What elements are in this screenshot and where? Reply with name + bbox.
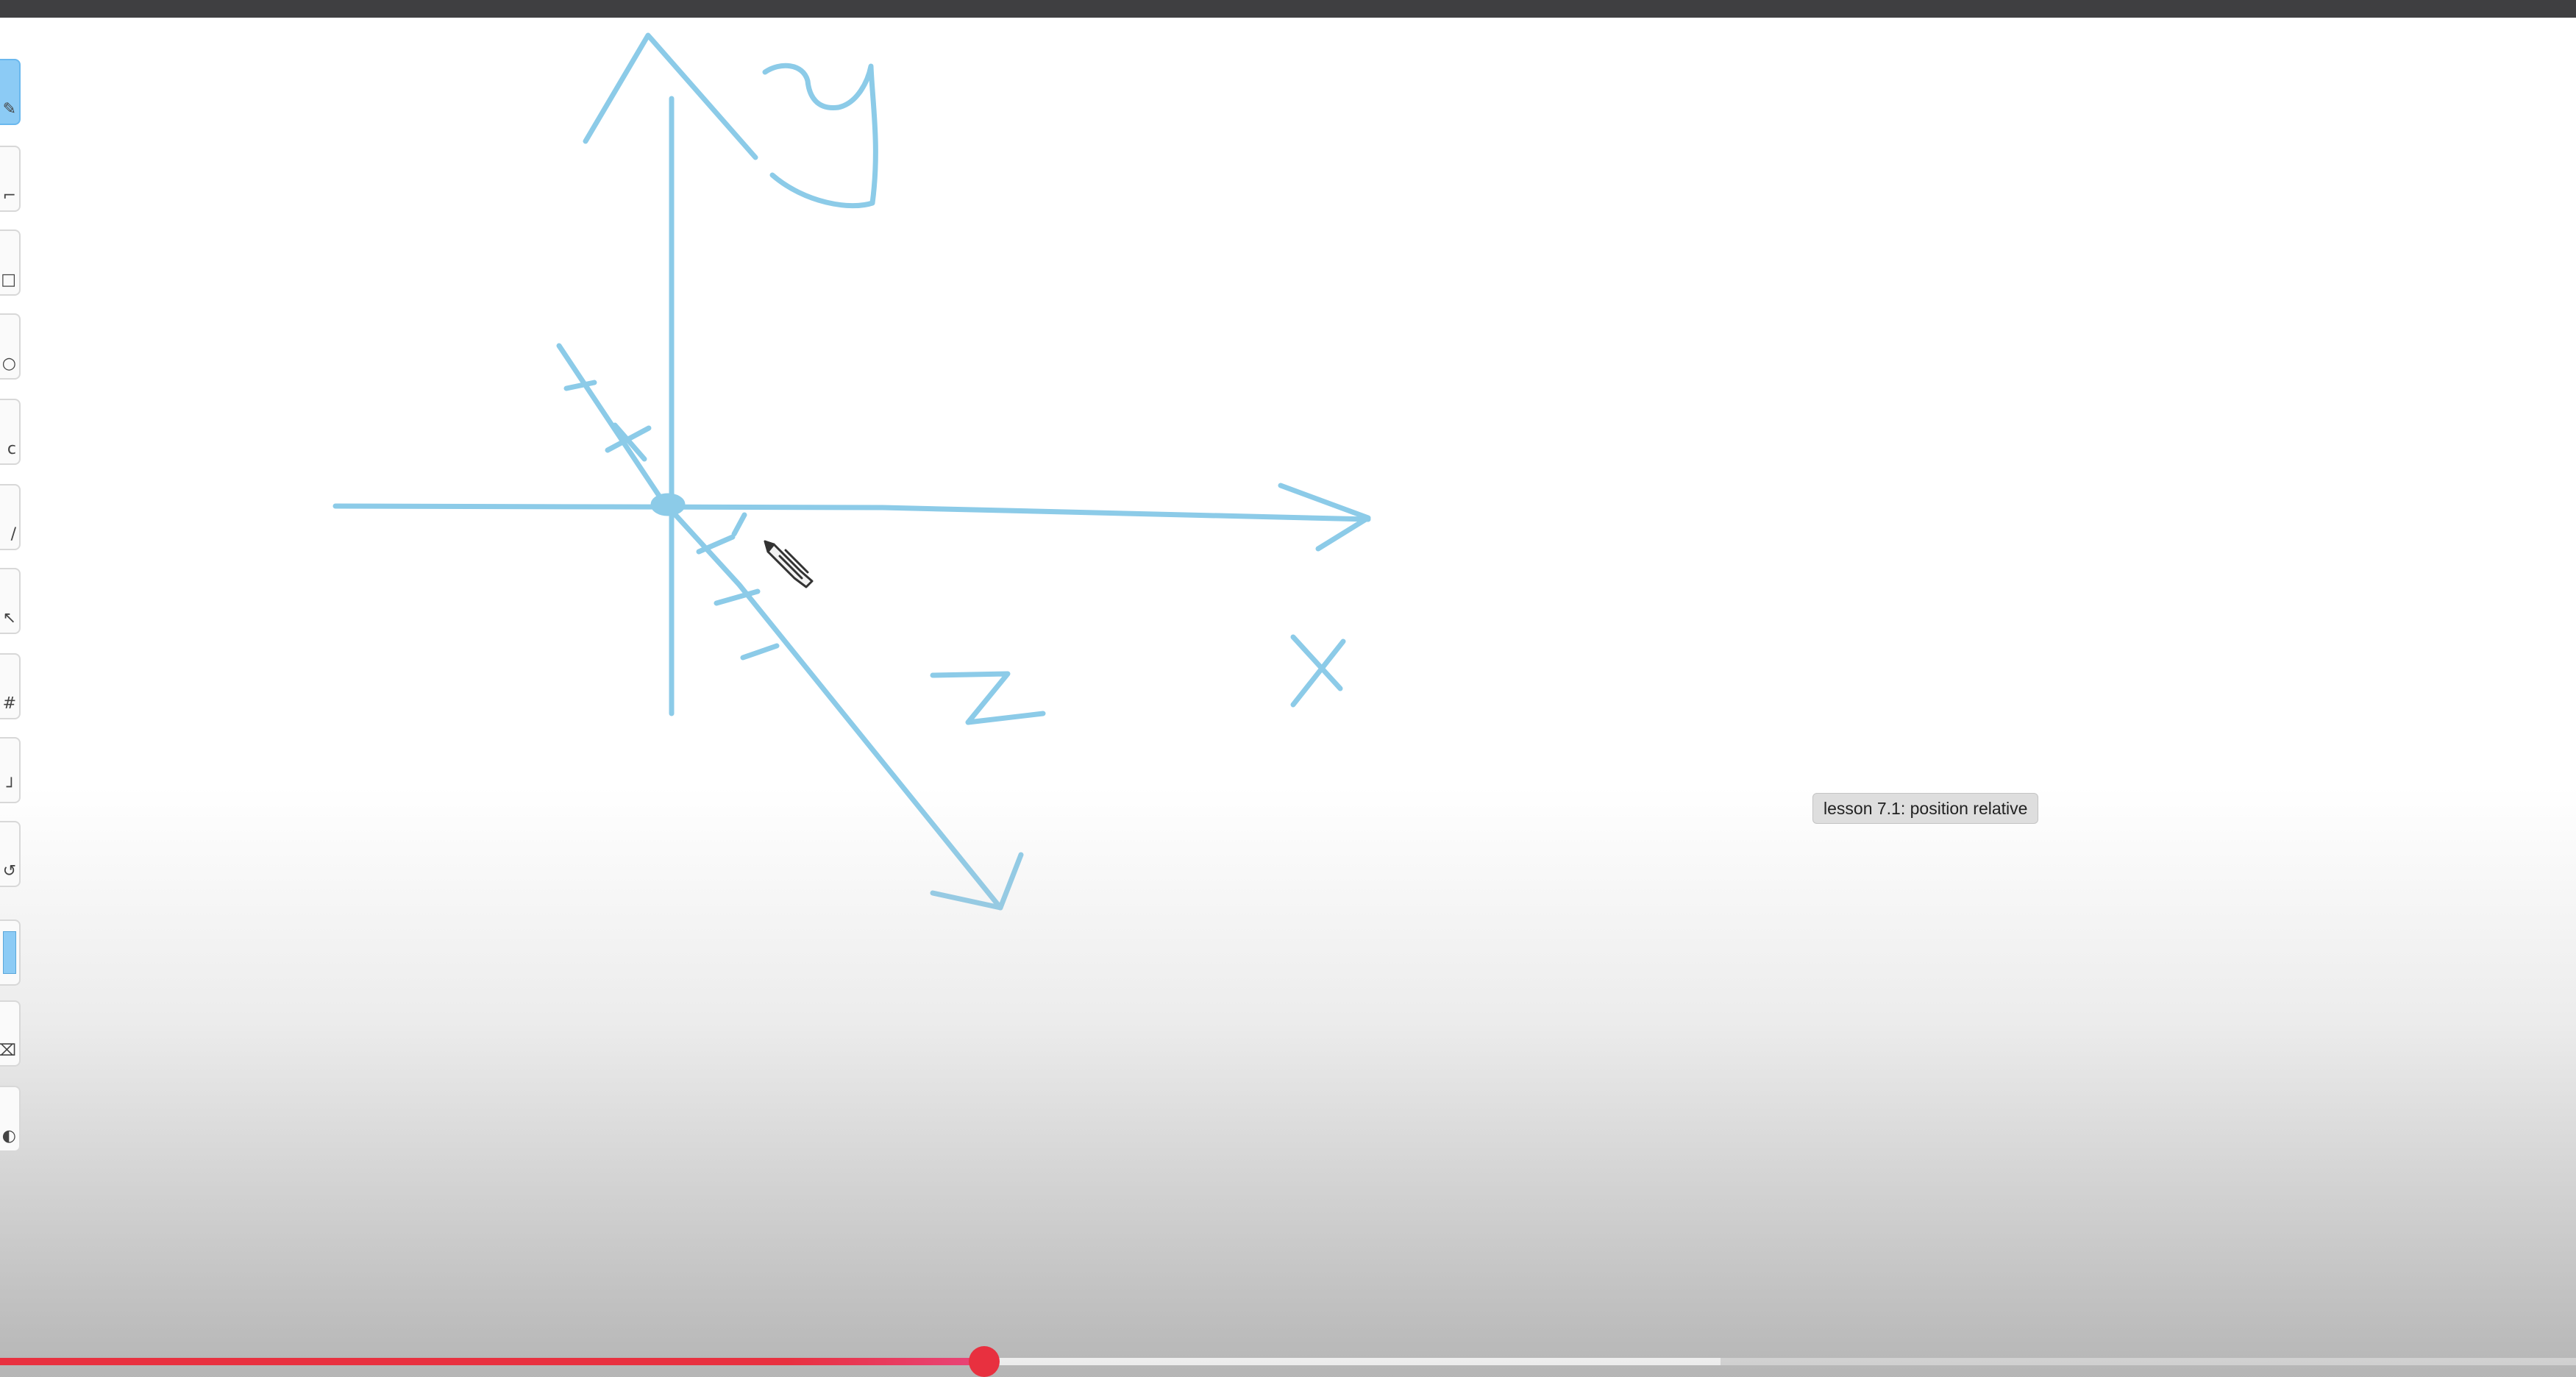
video-progress-bar[interactable]: [0, 1346, 2576, 1377]
grid-icon: #: [2, 694, 16, 713]
text-tool[interactable]: c: [0, 399, 21, 465]
z-axis-tick: [696, 534, 736, 555]
z-label-glyph: [930, 671, 1046, 725]
z-axis-tick: [714, 588, 761, 606]
undo-icon: ↺: [2, 862, 16, 880]
x-axis-arrowhead: [1278, 483, 1371, 552]
grid-tool[interactable]: #: [0, 653, 21, 719]
drawing-toolbar: ✎ ⌐ □ ○ c / ↖ # ┘ ↺ ⌫ ◐: [0, 59, 24, 1162]
color-icon: [3, 931, 16, 974]
rectangle-icon: □: [1, 271, 16, 289]
line-tool[interactable]: ⌐: [0, 146, 21, 212]
fill-tool[interactable]: ◐: [0, 1086, 21, 1152]
crop-icon: ┘: [6, 778, 16, 797]
x-axis-line: [332, 503, 1371, 522]
eraser-tool[interactable]: ⌫: [0, 1000, 21, 1067]
highlighter-tool[interactable]: /: [0, 484, 21, 550]
rectangle-tool[interactable]: □: [0, 230, 21, 296]
undo-tool[interactable]: ↺: [0, 821, 21, 887]
line-icon: ⌐: [2, 187, 16, 205]
y-label-glyph: [762, 63, 878, 209]
ellipse-tool[interactable]: ○: [0, 313, 21, 380]
eraser-icon: ⌫: [0, 1043, 16, 1059]
z-axis-tick: [563, 380, 597, 391]
z-axis-tick: [605, 425, 652, 453]
origin-point: [650, 493, 686, 516]
y-axis-arrowhead: [583, 32, 758, 160]
x-label-glyph: [1290, 638, 1346, 708]
ellipse-icon: ○: [1, 355, 16, 373]
crop-tool[interactable]: ┘: [0, 737, 21, 803]
color-swatch[interactable]: [0, 919, 21, 986]
pencil-cursor-icon: [764, 540, 814, 588]
chapter-tooltip: lesson 7.1: position relative: [1812, 793, 2039, 824]
window-top-bar: [0, 0, 2576, 18]
x-label-glyph: [1290, 634, 1343, 691]
highlighter-icon: /: [10, 525, 16, 544]
z-axis-tick: [612, 422, 647, 462]
z-axis-line: [556, 343, 1003, 911]
scrubber-handle[interactable]: [968, 1346, 1000, 1377]
pen-tool[interactable]: ✎: [0, 59, 21, 125]
text-icon: c: [7, 440, 16, 458]
progress-played: [0, 1358, 984, 1365]
pen-icon: ✎: [2, 100, 16, 118]
select-icon: ↖: [2, 609, 16, 627]
z-axis-tick: [740, 643, 780, 661]
select-tool[interactable]: ↖: [0, 568, 21, 634]
fill-icon: ◐: [1, 1127, 16, 1145]
z-axis-tick: [731, 512, 747, 537]
